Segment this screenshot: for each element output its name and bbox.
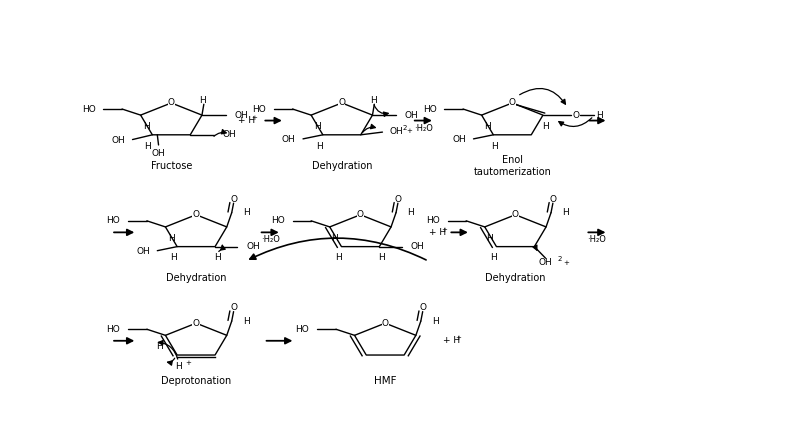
Text: Fructose: Fructose <box>150 161 192 171</box>
Text: +: + <box>186 360 191 366</box>
Text: HO: HO <box>295 325 310 334</box>
Text: H: H <box>542 122 549 131</box>
Text: O: O <box>382 319 389 328</box>
Text: H: H <box>378 253 386 262</box>
Text: H: H <box>314 122 321 131</box>
Text: Deprotonation: Deprotonation <box>161 377 231 386</box>
Text: HO: HO <box>106 325 120 334</box>
Text: HO: HO <box>422 105 436 114</box>
Text: H: H <box>243 208 250 217</box>
Text: OH: OH <box>136 247 150 256</box>
Text: O: O <box>230 303 237 312</box>
Text: H: H <box>407 208 414 217</box>
Text: H: H <box>562 208 569 217</box>
Text: H: H <box>156 342 162 351</box>
Text: OH: OH <box>246 242 260 251</box>
Text: HO: HO <box>82 105 95 114</box>
Text: OH: OH <box>234 110 248 120</box>
Text: OH: OH <box>152 149 166 158</box>
Text: Dehydration: Dehydration <box>311 161 372 171</box>
Text: + H: + H <box>238 116 254 125</box>
Text: H: H <box>331 234 338 243</box>
Text: O: O <box>550 194 556 204</box>
Text: H: H <box>170 253 177 262</box>
Text: H: H <box>243 317 250 326</box>
Text: O: O <box>230 194 237 204</box>
Text: HO: HO <box>252 105 266 114</box>
Text: O: O <box>509 99 516 107</box>
Text: 2: 2 <box>558 257 562 263</box>
Text: HO: HO <box>270 216 285 225</box>
Text: H: H <box>486 234 493 243</box>
Text: O: O <box>573 110 580 120</box>
Text: OH: OH <box>111 136 125 145</box>
Text: Enol
tautomerization: Enol tautomerization <box>474 155 551 177</box>
Text: O: O <box>419 303 426 312</box>
Text: +: + <box>251 115 257 121</box>
Text: ·H₂O: ·H₂O <box>261 235 280 244</box>
Text: H: H <box>144 142 150 150</box>
Text: O: O <box>338 99 346 107</box>
Text: OH: OH <box>390 127 403 136</box>
Text: HO: HO <box>426 216 439 225</box>
Text: ·H₂O: ·H₂O <box>414 124 433 132</box>
Text: +: + <box>455 335 461 341</box>
Text: O: O <box>357 210 364 219</box>
Text: H: H <box>370 96 377 106</box>
Text: OH: OH <box>538 258 552 268</box>
Text: H: H <box>316 142 323 150</box>
Text: OH: OH <box>405 110 418 120</box>
Text: H: H <box>335 253 342 262</box>
Text: O: O <box>512 210 519 219</box>
Text: Dehydration: Dehydration <box>166 273 226 283</box>
Text: + H: + H <box>429 228 446 237</box>
Text: HO: HO <box>106 216 120 225</box>
Text: H: H <box>168 234 175 243</box>
Text: H: H <box>485 122 491 131</box>
Text: 2: 2 <box>402 125 406 131</box>
Text: H: H <box>596 110 603 120</box>
Text: ·H₂O: ·H₂O <box>587 235 606 244</box>
Text: O: O <box>193 210 200 219</box>
Text: O: O <box>394 194 402 204</box>
Text: + H: + H <box>443 336 460 345</box>
Text: O: O <box>193 319 200 328</box>
Text: OH: OH <box>410 242 424 251</box>
Text: +: + <box>406 128 413 135</box>
Text: H: H <box>432 317 438 326</box>
Text: H: H <box>490 253 498 262</box>
Text: OH: OH <box>452 135 466 144</box>
Text: H: H <box>143 122 150 131</box>
Text: OH: OH <box>282 135 295 144</box>
Text: Dehydration: Dehydration <box>485 273 546 283</box>
Text: +: + <box>563 260 569 266</box>
Text: H: H <box>199 96 206 106</box>
Text: HMF: HMF <box>374 377 397 386</box>
Text: H: H <box>175 362 182 371</box>
Text: +: + <box>441 227 447 233</box>
Text: OH: OH <box>222 130 236 139</box>
Text: H: H <box>214 253 221 262</box>
Text: H: H <box>491 142 498 150</box>
Text: O: O <box>168 99 175 107</box>
